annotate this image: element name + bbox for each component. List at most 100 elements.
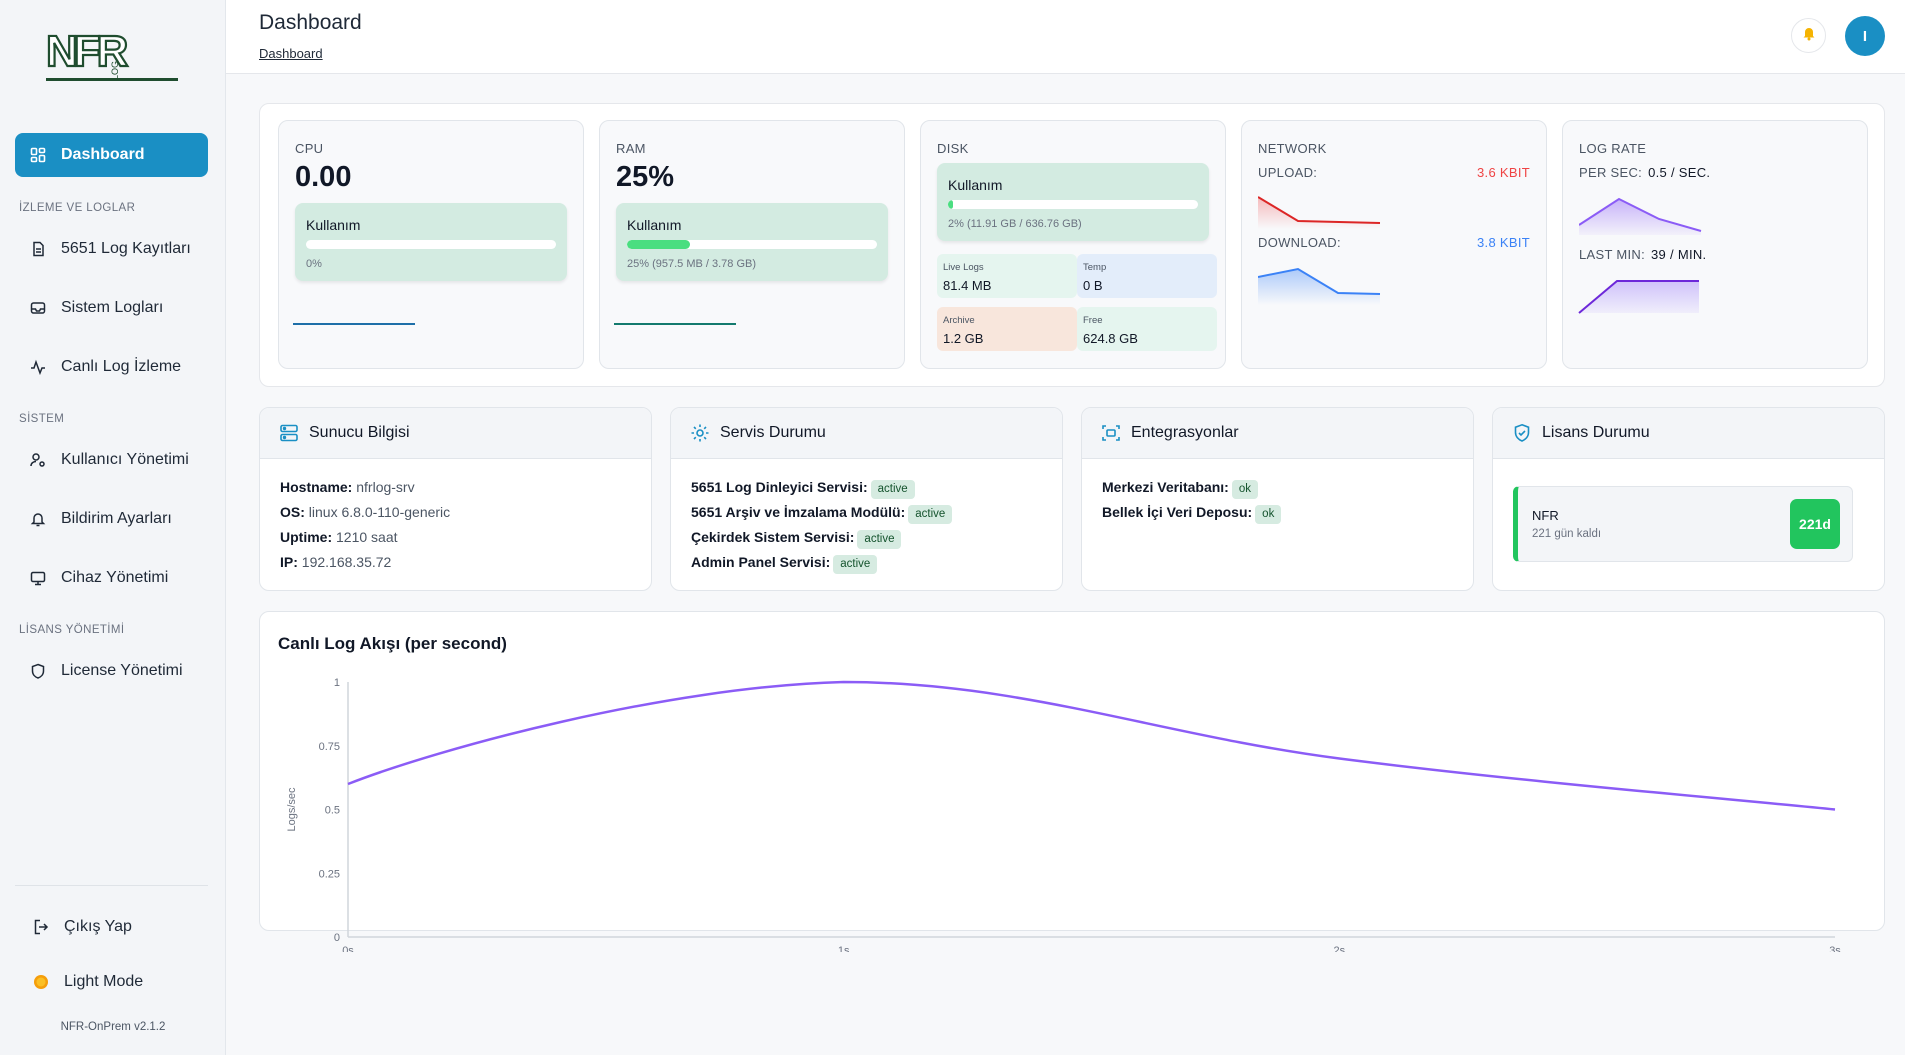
status-badge: ok bbox=[1231, 480, 1258, 499]
integrations-card: Entegrasyonlar Merkezi Veritabanı: ok Bel… bbox=[1081, 407, 1474, 591]
theme-toggle[interactable]: Light Mode bbox=[18, 960, 211, 1004]
service-status-card: Servis Durumu 5651 Log Dinleyici Servisi… bbox=[670, 407, 1063, 591]
os-row: OS: linux 6.8.0-110-generic bbox=[280, 500, 631, 525]
app-version: NFR-OnPrem v2.1.2 bbox=[60, 1021, 166, 1033]
section-monitoring-label: İZLEME VE LOGLAR bbox=[19, 202, 136, 214]
os-value: linux 6.8.0-110-generic bbox=[308, 504, 451, 520]
status-badge: ok bbox=[1255, 505, 1282, 524]
uptime-value: 1210 saat bbox=[336, 529, 398, 545]
cpu-usage-bar bbox=[306, 240, 556, 249]
last-min-label: LAST MIN: bbox=[1579, 247, 1646, 262]
disk-usage-fill bbox=[948, 200, 953, 209]
status-badge: active bbox=[870, 480, 915, 499]
network-card: NETWORK UPLOAD: 3.6 KBIT DOWNLOAD: 3.8 K… bbox=[1241, 120, 1547, 369]
ram-label: RAM bbox=[616, 141, 646, 156]
disk-usage-box: Kullanım 2% (11.91 GB / 636.76 GB) bbox=[937, 163, 1209, 241]
sidebar-item-label: License Yönetimi bbox=[61, 662, 183, 679]
page-title: Dashboard bbox=[259, 11, 362, 34]
upload-sparkline bbox=[1258, 196, 1381, 229]
sidebar-item-label: 5651 Log Kayıtları bbox=[61, 240, 191, 257]
sidebar-item-users[interactable]: Kullanıcı Yönetimi bbox=[15, 438, 208, 482]
disk-usage-text: 2% (11.91 GB / 636.76 GB) bbox=[948, 218, 1082, 230]
service-row: Çekirdek Sistem Servisi: active bbox=[691, 525, 1042, 550]
disk-label: DISK bbox=[937, 141, 969, 156]
server-icon bbox=[279, 423, 299, 443]
integration-row: Merkezi Veritabanı: ok bbox=[1102, 475, 1453, 500]
y-tick-label: 1 bbox=[334, 677, 340, 689]
sidebar-item-devices[interactable]: Cihaz Yönetimi bbox=[15, 556, 208, 600]
logout-icon bbox=[32, 918, 50, 936]
x-tick-label: 0s bbox=[342, 945, 354, 952]
temp-value: 0 B bbox=[1083, 278, 1103, 293]
server-info-header: Sunucu Bilgisi bbox=[260, 408, 651, 459]
lograte-label: LOG RATE bbox=[1579, 141, 1647, 156]
os-label: OS: bbox=[280, 504, 305, 520]
gear-icon bbox=[690, 423, 710, 443]
last-min-sparkline bbox=[1578, 280, 1699, 314]
user-avatar[interactable]: I bbox=[1845, 16, 1885, 56]
live-log-chart-card: Canlı Log Akışı (per second) 0 0.25 0.5 0.7… bbox=[259, 611, 1885, 952]
sidebar-item-dashboard[interactable]: Dashboard bbox=[15, 133, 208, 177]
download-sparkline bbox=[1258, 267, 1381, 305]
service-status-title: Servis Durumu bbox=[720, 424, 826, 441]
status-badge: active bbox=[908, 505, 953, 524]
license-name: NFR bbox=[1532, 508, 1559, 523]
hostname-label: Hostname: bbox=[280, 479, 353, 495]
live-logs-value: 81.4 MB bbox=[943, 278, 992, 293]
sidebar-item-system-logs[interactable]: Sistem Logları bbox=[15, 286, 208, 330]
license-days-chip: 221d bbox=[1790, 499, 1840, 549]
ip-value: 192.168.35.72 bbox=[301, 554, 392, 570]
integration-name: Merkezi Veritabanı: bbox=[1102, 479, 1229, 495]
service-row: 5651 Log Dinleyici Servisi: active bbox=[691, 475, 1042, 500]
integrations-header: Entegrasyonlar bbox=[1082, 408, 1473, 459]
integration-row: Bellek İçi Veri Deposu: ok bbox=[1102, 500, 1453, 525]
inbox-icon bbox=[29, 299, 47, 317]
sidebar-item-label: Sistem Logları bbox=[61, 299, 164, 316]
archive-value: 1.2 GB bbox=[943, 331, 984, 346]
server-info-title: Sunucu Bilgisi bbox=[309, 424, 410, 441]
ram-usage-box: Kullanım 25% (957.5 MB / 3.78 GB) bbox=[616, 203, 888, 281]
top-header: Dashboard Dashboard I bbox=[226, 0, 1905, 74]
user-cog-icon bbox=[29, 451, 47, 469]
temp-label: Temp bbox=[1083, 262, 1107, 273]
sidebar-divider bbox=[15, 885, 208, 886]
service-name: 5651 Arşiv ve İmzalama Modülü: bbox=[691, 504, 906, 520]
license-card: Lisans Durumu NFR 221 gün kaldı 221d bbox=[1492, 407, 1885, 591]
ram-card: RAM 25% Kullanım 25% (957.5 MB / 3.78 GB… bbox=[599, 120, 905, 369]
sun-icon bbox=[32, 973, 50, 991]
download-value: 3.8 KBIT bbox=[1477, 235, 1530, 250]
breadcrumb[interactable]: Dashboard bbox=[259, 46, 323, 61]
license-title: Lisans Durumu bbox=[1542, 424, 1650, 441]
sidebar-item-license[interactable]: License Yönetimi bbox=[15, 649, 208, 693]
sidebar-item-log-records[interactable]: 5651 Log Kayıtları bbox=[15, 227, 208, 271]
sidebar-item-notifications[interactable]: Bildirim Ayarları bbox=[15, 497, 208, 541]
bell-icon bbox=[1801, 25, 1817, 46]
grid-icon bbox=[29, 146, 47, 164]
download-label: DOWNLOAD: bbox=[1258, 235, 1341, 250]
ram-usage-bar bbox=[627, 240, 877, 249]
disk-usage-label: Kullanım bbox=[948, 177, 1003, 193]
upload-label: UPLOAD: bbox=[1258, 165, 1318, 180]
y-tick-label: 0.5 bbox=[325, 805, 340, 817]
svg-text:NFR: NFR bbox=[46, 27, 128, 76]
cpu-sparkline bbox=[293, 323, 415, 325]
upload-value: 3.6 KBIT bbox=[1477, 165, 1530, 180]
cpu-label: CPU bbox=[295, 141, 324, 156]
ram-usage-label: Kullanım bbox=[627, 217, 682, 233]
cpu-usage-box: Kullanım 0% bbox=[295, 203, 567, 281]
disk-usage-bar bbox=[948, 200, 1198, 209]
sidebar-item-live-logs[interactable]: Canlı Log İzleme bbox=[15, 345, 208, 389]
monitor-icon bbox=[29, 569, 47, 587]
sidebar-item-label: Bildirim Ayarları bbox=[61, 510, 172, 527]
service-row: 5651 Arşiv ve İmzalama Modülü: active bbox=[691, 500, 1042, 525]
live-logs-label: Live Logs bbox=[943, 262, 984, 273]
logout-button[interactable]: Çıkış Yap bbox=[18, 905, 211, 949]
per-sec-label: PER SEC: bbox=[1579, 165, 1643, 180]
per-sec-row: PER SEC: 0.5 / SEC. bbox=[1579, 165, 1710, 180]
ram-sparkline bbox=[614, 323, 736, 325]
series-line bbox=[347, 680, 1836, 811]
section-system-label: SİSTEM bbox=[19, 413, 65, 425]
license-item: NFR 221 gün kaldı 221d bbox=[1513, 486, 1853, 562]
notification-button[interactable] bbox=[1791, 18, 1826, 53]
integrations-title: Entegrasyonlar bbox=[1131, 424, 1239, 441]
